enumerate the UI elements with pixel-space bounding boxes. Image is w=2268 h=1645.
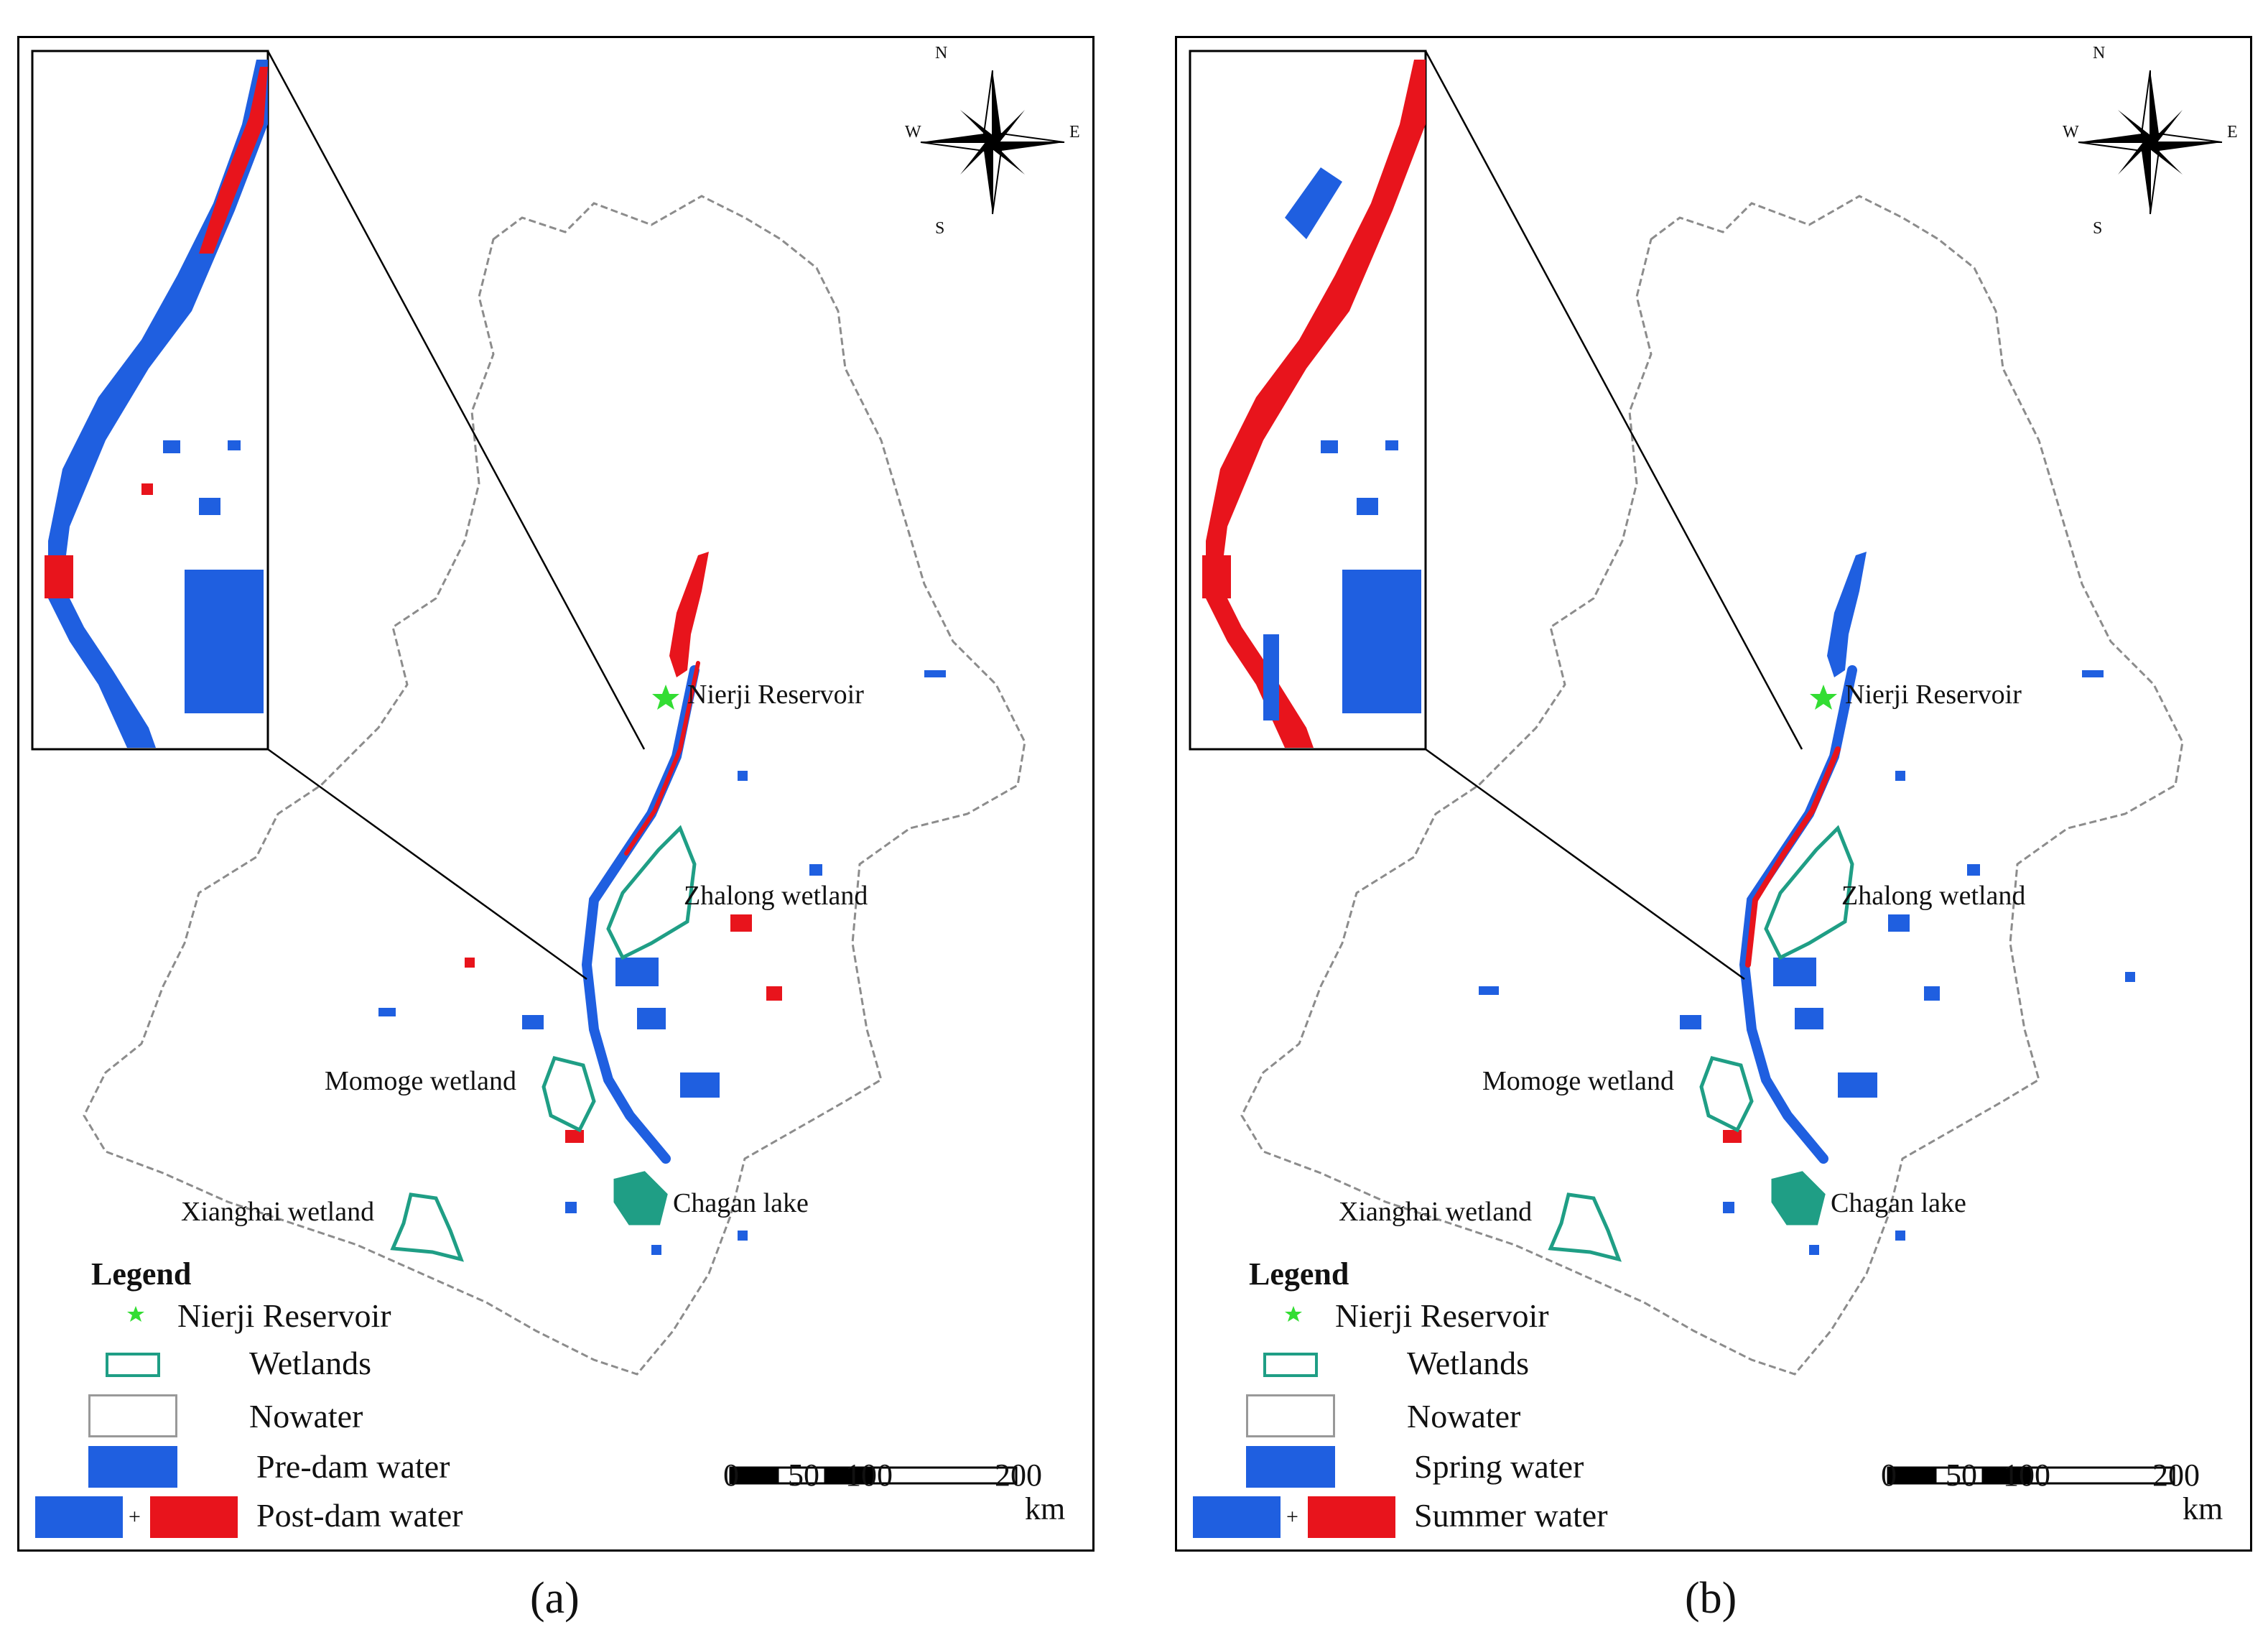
compass-west-label: W xyxy=(2063,123,2079,142)
caption-b: (b) xyxy=(1685,1574,1737,1623)
river-channel-red xyxy=(624,661,700,856)
scale-tick-100: 100 xyxy=(845,1458,893,1493)
legend-title: Legend xyxy=(1249,1256,1349,1292)
chagan-lake-outline xyxy=(613,1171,668,1225)
nierji-reservoir-star xyxy=(1810,685,1837,710)
legend-item-reservoir: Nierji Reservoir xyxy=(1335,1297,1549,1334)
compass-east-label: E xyxy=(1069,123,1080,142)
legend-item-reservoir: Nierji Reservoir xyxy=(177,1297,391,1334)
legend-star-icon xyxy=(127,1306,144,1322)
legend-plus: + xyxy=(1286,1505,1298,1529)
scale-tick-200: 200 xyxy=(2152,1458,2200,1493)
legend-item-nowater: Nowater xyxy=(1407,1398,1521,1435)
compass-rose xyxy=(2078,70,2223,215)
water-patches xyxy=(1479,670,2135,1255)
compass-south-label: S xyxy=(2093,219,2103,238)
scale-tick-200: 200 xyxy=(995,1458,1042,1493)
zoom-line-bottom xyxy=(1425,748,1745,981)
legend-spring-swatch xyxy=(1246,1446,1335,1488)
legend-item-summer: Summer water xyxy=(1414,1497,1608,1534)
legend-summer-red-swatch xyxy=(1308,1496,1395,1538)
label-momoge-wetland: Momoge wetland xyxy=(325,1066,517,1096)
zoom-line-top xyxy=(1424,50,1803,750)
legend-nowater-swatch xyxy=(88,1394,177,1437)
inset-water xyxy=(1202,60,1426,748)
legend-plus: + xyxy=(129,1505,141,1529)
legend-summer-blue-swatch xyxy=(1193,1496,1281,1538)
label-momoge-wetland: Momoge wetland xyxy=(1482,1066,1675,1096)
label-zhalong-wetland: Zhalong wetland xyxy=(1841,881,2026,911)
compass-rose xyxy=(920,70,1065,215)
reservoir-water xyxy=(669,552,709,677)
label-chagan-lake: Chagan lake xyxy=(1831,1188,1966,1218)
legend-item-post-dam: Post-dam water xyxy=(256,1497,463,1534)
wetland-outlines xyxy=(1548,825,1854,1262)
legend-pre-dam-swatch xyxy=(88,1446,177,1488)
zhalong-wetland-outline xyxy=(1764,825,1854,960)
legend-post-dam-blue-swatch xyxy=(35,1496,123,1538)
xianghai-wetland-outline xyxy=(1548,1192,1622,1262)
scale-unit: km xyxy=(1025,1491,1066,1526)
scale-unit: km xyxy=(2183,1491,2223,1526)
scale-bar xyxy=(1887,1466,2175,1485)
map-panel-a: N S W E Nierji Reservoir Zhalong wetland… xyxy=(17,36,1095,1552)
zoom-line-bottom xyxy=(267,748,587,981)
scale-tick-50: 50 xyxy=(1946,1458,1977,1493)
study-area-boundary xyxy=(1240,195,2184,1376)
compass-north-label: N xyxy=(935,44,948,62)
legend-post-dam-red-swatch xyxy=(150,1496,238,1538)
momoge-wetland-outline xyxy=(542,1056,596,1133)
legend-item-wetlands: Wetlands xyxy=(1407,1345,1530,1381)
compass-south-label: S xyxy=(935,219,945,238)
compass-west-label: W xyxy=(905,123,921,142)
water-patches xyxy=(378,670,946,1255)
compass-north-label: N xyxy=(2093,44,2106,62)
map-panel-b: N S W E Nierji Reservoir Zhalong wetland… xyxy=(1175,36,2252,1552)
xianghai-wetland-outline xyxy=(390,1192,465,1262)
scale-bar xyxy=(729,1466,1018,1485)
study-area-boundary xyxy=(83,195,1026,1376)
scale-tick-0: 0 xyxy=(723,1458,739,1493)
legend-item-pre-dam: Pre-dam water xyxy=(256,1448,450,1485)
label-chagan-lake: Chagan lake xyxy=(673,1188,809,1218)
label-xianghai-wetland: Xianghai wetland xyxy=(181,1197,375,1227)
legend-item-spring: Spring water xyxy=(1414,1448,1584,1485)
wetland-outlines xyxy=(390,825,697,1262)
zhalong-wetland-outline xyxy=(606,825,697,960)
zoom-line-top xyxy=(266,50,646,750)
label-nierji-reservoir: Nierji Reservoir xyxy=(1845,680,2022,710)
legend-item-nowater: Nowater xyxy=(249,1398,363,1435)
label-zhalong-wetland: Zhalong wetland xyxy=(684,881,868,911)
legend-nowater-swatch xyxy=(1246,1394,1335,1437)
scale-tick-0: 0 xyxy=(1881,1458,1897,1493)
legend-wetland-swatch xyxy=(106,1353,160,1377)
map-canvas-b xyxy=(1189,50,2223,1485)
scale-tick-50: 50 xyxy=(788,1458,819,1493)
compass-east-label: E xyxy=(2227,123,2238,142)
inset-water xyxy=(45,60,268,748)
scale-tick-100: 100 xyxy=(2003,1458,2050,1493)
legend-item-wetlands: Wetlands xyxy=(249,1345,372,1381)
map-canvas-a xyxy=(31,50,1065,1485)
label-nierji-reservoir: Nierji Reservoir xyxy=(687,680,864,710)
label-xianghai-wetland: Xianghai wetland xyxy=(1339,1197,1533,1227)
legend-title: Legend xyxy=(91,1256,192,1292)
nierji-reservoir-star xyxy=(652,685,679,710)
river-channel-red xyxy=(1745,746,1841,968)
chagan-lake-outline xyxy=(1771,1171,1826,1225)
legend-star-icon xyxy=(1285,1306,1302,1322)
momoge-wetland-outline xyxy=(1699,1056,1754,1133)
reservoir-water xyxy=(1827,552,1867,677)
caption-a: (a) xyxy=(530,1574,580,1623)
legend-wetland-swatch xyxy=(1263,1353,1318,1377)
